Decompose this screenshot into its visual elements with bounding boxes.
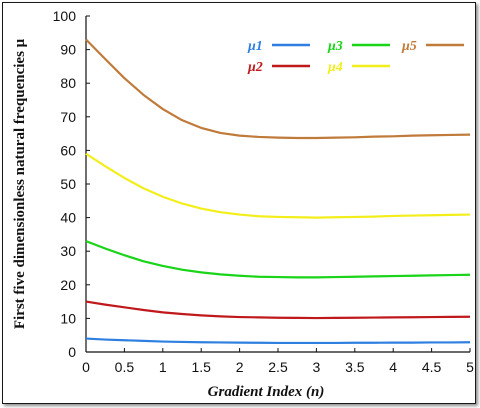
y-tick-label: 40 bbox=[60, 210, 76, 226]
x-tick-label: 5 bbox=[466, 359, 474, 375]
series-line-5 bbox=[85, 38, 471, 140]
y-tick-label: 60 bbox=[60, 142, 76, 158]
y-axis-title: First five dimensionless natural frequen… bbox=[12, 38, 28, 329]
legend-label-μ3: μ3 bbox=[327, 39, 343, 54]
y-tick-label: 0 bbox=[68, 344, 76, 360]
x-axis-title: Gradient Index (n) bbox=[208, 384, 325, 400]
x-tick-label: 1 bbox=[159, 359, 167, 375]
x-tick-label: 0 bbox=[82, 359, 90, 375]
legend-label-μ1: μ1 bbox=[247, 39, 263, 54]
x-tick-label: 3.5 bbox=[345, 359, 365, 375]
x-tick-label: 2.5 bbox=[268, 359, 288, 375]
y-tick-label: 10 bbox=[60, 310, 76, 326]
series-line-3 bbox=[85, 240, 471, 279]
y-tick-label: 50 bbox=[60, 176, 76, 192]
y-tick-label: 100 bbox=[53, 8, 77, 24]
y-tick-label: 80 bbox=[60, 75, 76, 91]
x-tick-label: 1.5 bbox=[191, 359, 211, 375]
x-tick-label: 4 bbox=[389, 359, 397, 375]
x-tick-label: 4.5 bbox=[422, 359, 442, 375]
y-tick-label: 70 bbox=[60, 109, 76, 125]
series-line-4 bbox=[85, 152, 471, 219]
legend-box bbox=[240, 28, 470, 72]
legend-label-μ4: μ4 bbox=[327, 60, 343, 75]
y-tick-label: 30 bbox=[60, 243, 76, 259]
series-line-1 bbox=[85, 337, 471, 345]
series-line-2 bbox=[85, 300, 471, 320]
x-tick-label: 0.5 bbox=[115, 359, 135, 375]
y-tick-label: 90 bbox=[60, 42, 76, 58]
x-tick-label: 2 bbox=[236, 359, 244, 375]
legend-label-μ2: μ2 bbox=[247, 60, 263, 75]
legend-label-μ5: μ5 bbox=[401, 39, 417, 54]
y-tick-label: 20 bbox=[60, 277, 76, 293]
x-tick-label: 3 bbox=[313, 359, 321, 375]
